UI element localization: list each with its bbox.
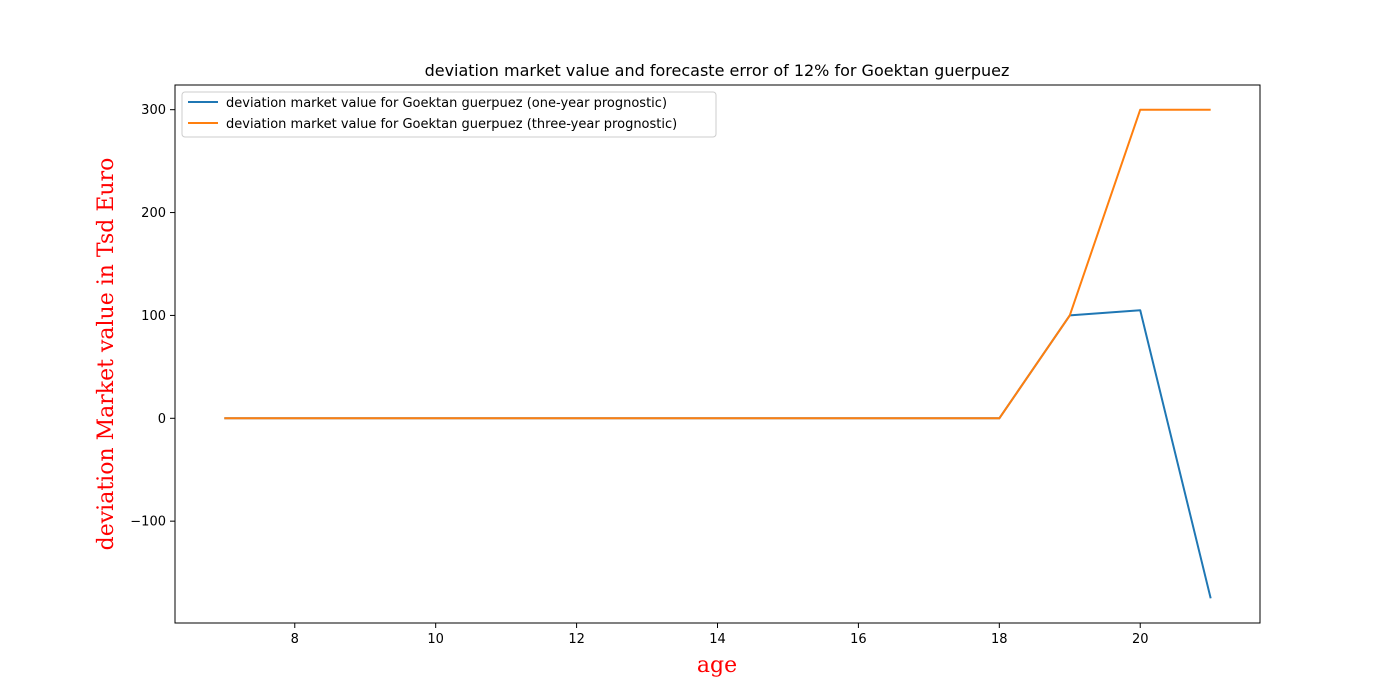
- legend-box: [181, 91, 717, 138]
- legend-label-three-year: deviation market value for Goektan guerp…: [226, 117, 677, 132]
- x-tick-label: 8: [291, 632, 299, 647]
- x-axis: 8 10 12 14 16 18 20: [291, 623, 1149, 647]
- series-line-three-year: [224, 108, 1211, 420]
- chart-title: deviation market value and forecaste err…: [425, 61, 1010, 80]
- y-axis: −100 0 100 200 300: [130, 103, 175, 530]
- series-group: [224, 108, 1212, 599]
- series-line-one-year: [224, 309, 1212, 599]
- x-tick-label: 18: [991, 632, 1008, 647]
- y-tick-label: 100: [141, 309, 166, 324]
- legend-label-one-year: deviation market value for Goektan guerp…: [226, 96, 667, 111]
- x-tick-label: 12: [568, 632, 585, 647]
- x-tick-label: 16: [850, 632, 867, 647]
- x-tick-label: 14: [709, 632, 726, 647]
- x-tick-label: 20: [1132, 632, 1149, 647]
- legend: deviation market value for Goektan guerp…: [181, 91, 717, 138]
- x-tick-label: 10: [427, 632, 444, 647]
- plot-frame: [174, 84, 1261, 624]
- y-tick-label: −100: [130, 515, 166, 530]
- y-tick-label: 200: [141, 206, 166, 221]
- y-tick-label: 300: [141, 103, 166, 118]
- x-axis-label: age: [697, 653, 737, 678]
- y-axis-label: deviation Market value in Tsd Euro: [94, 158, 119, 551]
- y-tick-label: 0: [158, 412, 166, 427]
